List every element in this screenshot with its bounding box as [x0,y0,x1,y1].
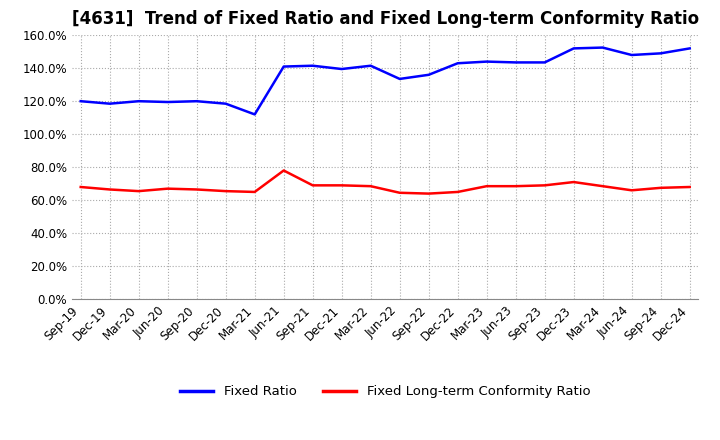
Fixed Long-term Conformity Ratio [308,183,317,188]
Fixed Long-term Conformity Ratio [135,188,143,194]
Fixed Ratio [366,63,375,68]
Fixed Long-term Conformity Ratio [598,183,607,189]
Fixed Ratio [192,99,201,104]
Fixed Long-term Conformity Ratio [627,187,636,193]
Fixed Long-term Conformity Ratio [454,189,462,194]
Fixed Ratio [105,101,114,106]
Fixed Ratio [570,46,578,51]
Fixed Ratio [76,99,85,104]
Fixed Ratio [251,112,259,117]
Fixed Long-term Conformity Ratio [163,186,172,191]
Fixed Ratio [598,45,607,50]
Fixed Long-term Conformity Ratio [221,188,230,194]
Fixed Ratio [395,76,404,81]
Legend: Fixed Ratio, Fixed Long-term Conformity Ratio: Fixed Ratio, Fixed Long-term Conformity … [175,380,595,403]
Fixed Long-term Conformity Ratio [511,183,520,189]
Fixed Ratio [279,64,288,69]
Fixed Long-term Conformity Ratio [338,183,346,188]
Fixed Ratio [135,99,143,104]
Fixed Long-term Conformity Ratio [105,187,114,192]
Fixed Long-term Conformity Ratio [279,168,288,173]
Fixed Ratio [424,72,433,77]
Fixed Long-term Conformity Ratio [482,183,491,189]
Fixed Ratio [482,59,491,64]
Fixed Ratio [163,99,172,105]
Fixed Long-term Conformity Ratio [76,184,85,190]
Fixed Long-term Conformity Ratio [657,185,665,191]
Fixed Ratio [338,66,346,72]
Fixed Long-term Conformity Ratio [366,183,375,189]
Fixed Ratio [454,61,462,66]
Fixed Long-term Conformity Ratio [424,191,433,196]
Fixed Ratio [657,51,665,56]
Fixed Long-term Conformity Ratio [395,190,404,195]
Fixed Long-term Conformity Ratio [251,189,259,194]
Line: Fixed Long-term Conformity Ratio: Fixed Long-term Conformity Ratio [81,170,690,194]
Fixed Ratio [685,46,694,51]
Fixed Long-term Conformity Ratio [541,183,549,188]
Fixed Long-term Conformity Ratio [685,184,694,190]
Fixed Long-term Conformity Ratio [570,180,578,185]
Title: [4631]  Trend of Fixed Ratio and Fixed Long-term Conformity Ratio: [4631] Trend of Fixed Ratio and Fixed Lo… [71,10,699,28]
Line: Fixed Ratio: Fixed Ratio [81,48,690,114]
Fixed Ratio [221,101,230,106]
Fixed Ratio [627,52,636,58]
Fixed Ratio [308,63,317,68]
Fixed Long-term Conformity Ratio [192,187,201,192]
Fixed Ratio [541,60,549,65]
Fixed Ratio [511,60,520,65]
